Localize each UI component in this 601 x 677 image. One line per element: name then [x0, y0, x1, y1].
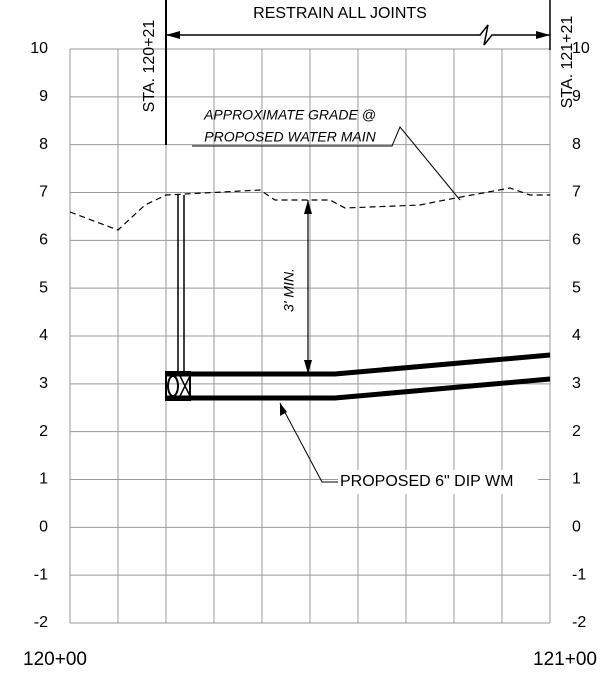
- y-label: -2: [572, 614, 586, 631]
- y-label: 10: [30, 40, 48, 57]
- existing-grade: [69, 187, 550, 231]
- y-label: -1: [572, 566, 586, 583]
- arrow: [280, 403, 287, 416]
- arrow: [536, 31, 550, 39]
- arrow: [304, 200, 312, 214]
- pipe-bottom: [166, 376, 551, 401]
- y-label: 2: [572, 423, 581, 440]
- station-label: STA. 121+21: [559, 16, 576, 109]
- y-label: 4: [39, 327, 48, 344]
- y-label: 0: [572, 519, 581, 536]
- x-label: 121+00: [533, 649, 597, 670]
- y-label: 2: [39, 423, 48, 440]
- title: RESTRAIN ALL JOINTS: [253, 5, 427, 22]
- grid: [69, 48, 551, 624]
- leader: [279, 402, 338, 483]
- y-label: 10: [572, 40, 590, 57]
- y-label: 3: [39, 375, 48, 392]
- y-label: 8: [572, 136, 581, 153]
- annotation: APPROXIMATE GRADE @: [203, 107, 376, 123]
- y-label: 9: [39, 88, 48, 105]
- y-label: 5: [572, 279, 581, 296]
- dimension-line: [166, 24, 550, 46]
- y-label: 6: [572, 232, 581, 249]
- y-label: 9: [572, 88, 581, 105]
- y-label: 7: [572, 184, 581, 201]
- arrow: [166, 31, 180, 39]
- leader: [192, 126, 461, 201]
- fitting: [167, 375, 179, 397]
- x-label: 120+00: [23, 649, 87, 670]
- annotation: 3' MIN.: [281, 268, 297, 312]
- fitting: [165, 371, 191, 401]
- station-label: STA. 120+21: [141, 20, 158, 113]
- label-bg: [338, 470, 538, 494]
- y-label: 4: [572, 327, 581, 344]
- y-label: 8: [39, 136, 48, 153]
- y-label: 1: [39, 471, 48, 488]
- y-label: -2: [34, 614, 48, 631]
- fitting: [179, 375, 191, 397]
- annotation: PROPOSED 6" DIP WM: [340, 473, 513, 490]
- y-label: -1: [34, 566, 48, 583]
- y-label: 6: [39, 232, 48, 249]
- y-label: 5: [39, 279, 48, 296]
- y-label: 1: [572, 471, 581, 488]
- arrow: [304, 360, 312, 374]
- y-label: 0: [39, 519, 48, 536]
- pipe-top: [166, 352, 551, 377]
- annotation: PROPOSED WATER MAIN: [204, 129, 376, 145]
- y-label: 3: [572, 375, 581, 392]
- y-label: 7: [39, 184, 48, 201]
